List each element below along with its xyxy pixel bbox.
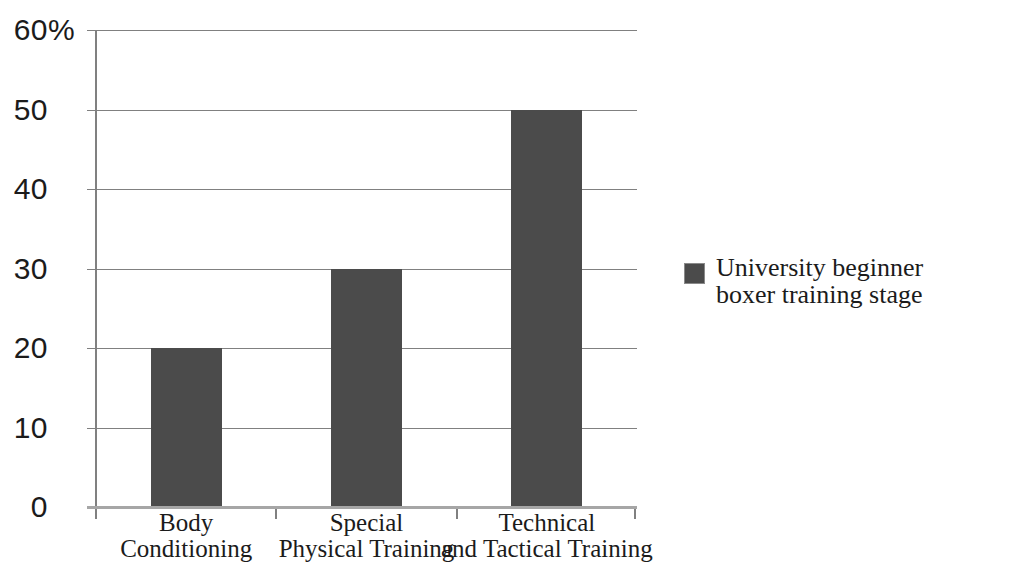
y-axis-tick-label: 0	[0, 492, 48, 522]
bar-technical-and-tactical-training	[511, 110, 582, 508]
bar-special-physical-training	[331, 269, 402, 508]
y-axis-tick-value: 20	[14, 331, 48, 364]
y-axis-tick-value: 40	[14, 172, 48, 205]
y-axis-unit-suffix: %	[48, 15, 75, 45]
y-axis-tick-value: 60	[14, 13, 48, 46]
bar-body-conditioning	[151, 348, 222, 507]
y-axis-tick-label: 40	[0, 174, 48, 204]
y-axis-tick-value: 0	[31, 490, 48, 523]
y-axis-tick-value: 50	[14, 93, 48, 126]
y-axis-tick-label: 50	[0, 95, 48, 125]
y-axis-tick-label: 60%	[0, 15, 48, 45]
plot-area	[96, 30, 637, 507]
y-axis-tick-label: 10	[0, 413, 48, 443]
legend: University beginner boxer training stage	[684, 254, 923, 308]
y-axis-tick-value: 10	[14, 411, 48, 444]
legend-label: University beginner boxer training stage	[716, 254, 923, 308]
y-axis-tick-label: 20	[0, 333, 48, 363]
y-axis-tick-label: 30	[0, 254, 48, 284]
y-axis-tick-value: 30	[14, 252, 48, 285]
y-axis-line	[95, 30, 97, 519]
x-axis-line	[87, 506, 637, 509]
gridline	[87, 30, 637, 31]
bar-chart: 60% 50 40 30 20 10 0 Body Conditioning S…	[0, 0, 1016, 569]
legend-color-swatch-icon	[684, 263, 705, 284]
